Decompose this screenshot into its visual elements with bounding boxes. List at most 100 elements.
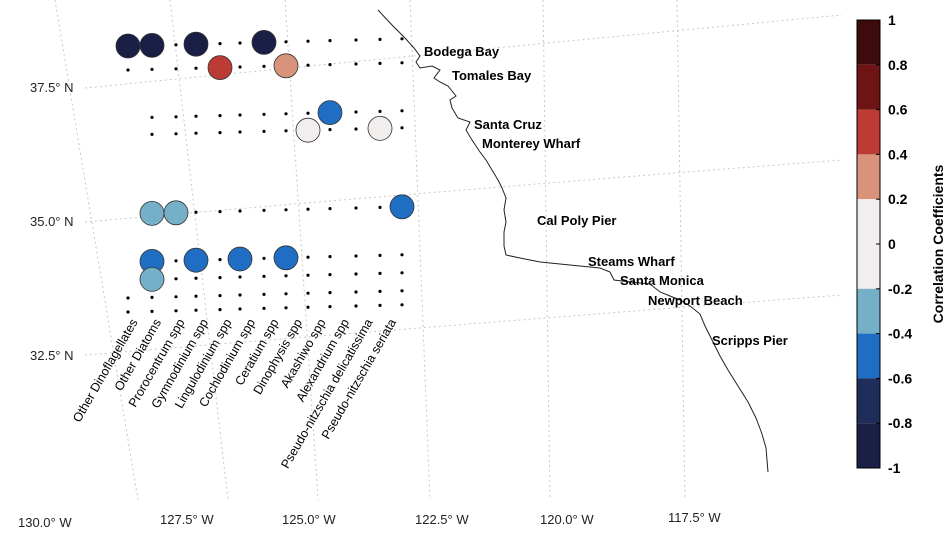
station-dot xyxy=(194,294,198,298)
correlation-circle xyxy=(273,245,299,271)
station-dot xyxy=(400,61,404,65)
station-dot xyxy=(238,275,242,279)
station-dot xyxy=(238,293,242,297)
correlation-circle xyxy=(183,247,209,273)
station-dot xyxy=(378,61,382,65)
station-dot xyxy=(218,294,222,298)
lon-grid-122-5 xyxy=(409,0,431,501)
lon-grid-117-5 xyxy=(676,0,686,501)
station-dot xyxy=(354,290,358,294)
lat-grid-35-0 xyxy=(84,159,843,223)
station-dot xyxy=(174,277,178,281)
lat-label-32-5: 32.5° N xyxy=(30,348,74,363)
lon-label-120: 120.0° W xyxy=(540,512,594,527)
colorbar-band xyxy=(857,64,880,110)
station-dot xyxy=(378,253,382,257)
colorbar-ticks: 1 0.8 0.6 0.4 0.2 0 -0.2 -0.4 -0.6 -0.8 -1 xyxy=(876,12,912,476)
station-dot xyxy=(174,115,178,119)
correlation-circle xyxy=(251,30,277,55)
correlation-circle xyxy=(139,266,165,292)
station-dot xyxy=(328,39,332,43)
lat-grid-37-5 xyxy=(84,14,843,89)
station-dot xyxy=(378,289,382,293)
station-dot xyxy=(306,291,310,295)
station-dot xyxy=(328,273,332,277)
station-dot xyxy=(328,255,332,259)
station-dot xyxy=(218,258,222,262)
station-dot xyxy=(150,295,154,299)
station-dot xyxy=(306,63,310,67)
colorbar-tick-label: 0.8 xyxy=(888,57,908,73)
colorbar-band xyxy=(857,288,880,334)
colorbar-tick-label: -0.2 xyxy=(888,281,912,297)
site-label-santa-monica: Santa Monica xyxy=(620,273,705,288)
station-dot xyxy=(218,131,222,135)
station-dot xyxy=(378,109,382,113)
correlation-circle xyxy=(183,31,209,57)
station-dot xyxy=(174,259,178,263)
station-dot xyxy=(328,291,332,295)
station-dot xyxy=(194,131,198,135)
station-dot xyxy=(354,38,358,42)
station-dot xyxy=(354,254,358,258)
colorbar-tick-label: 1 xyxy=(888,12,896,28)
station-dot xyxy=(262,292,266,296)
station-dot xyxy=(262,129,266,133)
site-label-monterey-wharf: Monterey Wharf xyxy=(482,136,581,151)
graticule xyxy=(54,0,843,501)
colorbar-tick-label: 0.6 xyxy=(888,102,908,118)
station-dot xyxy=(150,67,154,71)
lat-label-35-0: 35.0° N xyxy=(30,214,74,229)
station-dot xyxy=(306,207,310,211)
station-dots xyxy=(126,37,404,314)
station-dot xyxy=(174,309,178,313)
station-dot xyxy=(306,255,310,259)
station-dot xyxy=(194,114,198,118)
station-dot xyxy=(306,273,310,277)
station-dot xyxy=(354,62,358,66)
coastline xyxy=(377,9,769,473)
station-dot xyxy=(328,63,332,67)
station-dot xyxy=(218,276,222,280)
station-dot xyxy=(194,308,198,312)
station-dot xyxy=(400,109,404,113)
station-dot xyxy=(284,306,288,310)
station-dot xyxy=(174,132,178,136)
station-dot xyxy=(262,274,266,278)
station-dot xyxy=(126,296,130,300)
station-dot xyxy=(400,126,404,130)
correlation-circle xyxy=(295,117,321,143)
station-dot xyxy=(174,295,178,299)
site-label-bodega-bay: Bodega Bay xyxy=(424,44,500,59)
station-dot xyxy=(238,41,242,45)
axis-labels: 37.5° N 35.0° N 32.5° N 130.0° W 127.5° … xyxy=(18,80,721,530)
colorbar-tick-label: 0.4 xyxy=(888,146,908,162)
lon-grid-125 xyxy=(284,0,319,501)
station-dot xyxy=(174,67,178,71)
correlation-circle xyxy=(389,194,415,220)
station-dot xyxy=(400,289,404,293)
colorbar-band xyxy=(857,333,880,379)
station-dot xyxy=(354,206,358,210)
station-dot xyxy=(150,115,154,119)
station-dot xyxy=(218,308,222,312)
colorbar-band xyxy=(857,199,880,289)
correlation-circle xyxy=(367,115,393,141)
colorbar: 1 0.8 0.6 0.4 0.2 0 -0.2 -0.4 -0.6 -0.8 -1 Correla… xyxy=(856,12,946,476)
station-dot xyxy=(194,66,198,70)
station-dot xyxy=(306,305,310,309)
site-label-steams-wharf: Steams Wharf xyxy=(588,254,675,269)
station-dot xyxy=(262,256,266,260)
station-dot xyxy=(174,43,178,47)
colorbar-tick-label: -0.8 xyxy=(888,415,912,431)
site-label-cal-poly-pier: Cal Poly Pier xyxy=(537,213,616,228)
site-label-tomales-bay: Tomales Bay xyxy=(452,68,532,83)
colorbar-band xyxy=(857,423,880,468)
station-dot xyxy=(284,208,288,212)
station-dot xyxy=(378,271,382,275)
station-dot xyxy=(306,39,310,43)
lon-label-117-5: 117.5° W xyxy=(668,510,721,525)
